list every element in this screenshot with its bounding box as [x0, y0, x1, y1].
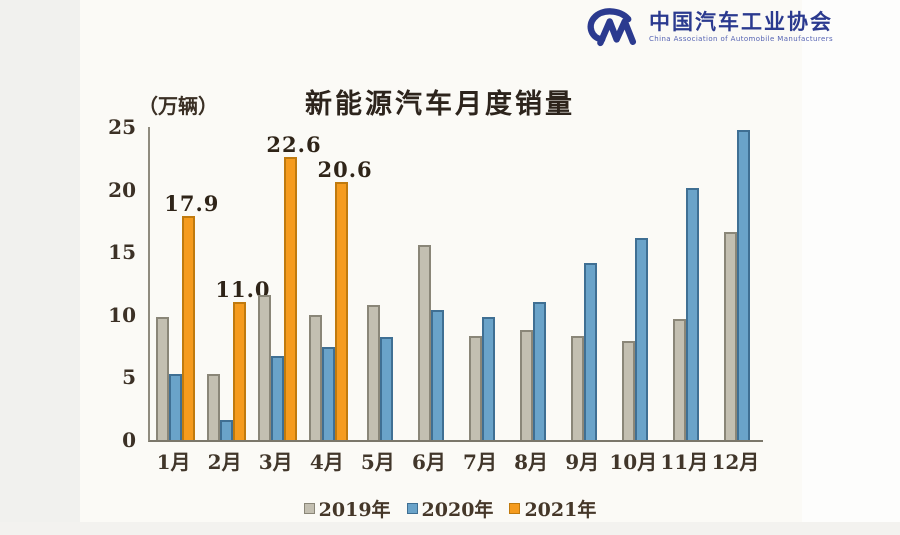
bar-2019年-7月 [469, 336, 482, 440]
bar-group-11 [661, 188, 712, 440]
legend-swatch [509, 503, 521, 514]
bar-2019年-10月 [622, 341, 636, 440]
x-axis-label-7: 7月 [463, 450, 497, 474]
bar-2019年-1月 [156, 317, 170, 440]
bar-2021年-4月: 20.6 [317, 157, 372, 440]
legend: 2019年 2020年 2021年 [0, 495, 900, 522]
y-tick-label-0: 0 [122, 428, 136, 452]
caam-logo-text: 中国汽车工业协会 China Association of Automobile… [649, 6, 833, 43]
background-strip-left [0, 0, 80, 535]
bar-2020年-9月 [584, 263, 598, 440]
bar-group-10 [610, 238, 661, 440]
x-axis-label-8: 8月 [514, 450, 549, 474]
x-axis-label-11: 11月 [660, 450, 709, 474]
legend-label: 2019年 [318, 499, 391, 521]
y-tick-label-25: 25 [108, 115, 136, 139]
x-axis-label-2: 2月 [207, 450, 242, 474]
bar-group-12 [712, 129, 763, 440]
bar-2020年-6月 [430, 309, 444, 440]
bar-2019年-12月 [724, 232, 738, 440]
bar-2020年-12月 [737, 129, 751, 440]
legend-item-2021年: 2021年 [509, 495, 596, 522]
y-tick-label-15: 15 [108, 240, 136, 265]
legend-swatch [406, 503, 418, 514]
bar-2020年-2月 [220, 419, 234, 440]
x-axis-label-6: 6月 [411, 450, 446, 474]
y-tick-label-20: 20 [108, 177, 136, 202]
bar-2020年-11月 [686, 188, 700, 440]
data-label-3月: 22.6 [266, 132, 322, 158]
bar-2020年-4月 [322, 347, 336, 440]
bar-group-7 [456, 317, 507, 440]
bar-2019年-11月 [673, 318, 687, 440]
bar-2019年-5月 [366, 304, 380, 440]
bar-2020年-5月 [379, 337, 393, 440]
legend-label: 2020年 [421, 499, 494, 521]
y-tick-label-10: 10 [108, 302, 136, 327]
x-axis-label-12: 12月 [711, 450, 760, 474]
bar-2020年-1月 [169, 373, 183, 440]
chart-title: 新能源汽车月度销量 [305, 89, 575, 120]
x-axis-label-1: 1月 [156, 450, 191, 474]
org-name-en: China Association of Automobile Manufact… [649, 35, 834, 44]
bar-2019年-4月 [309, 314, 323, 440]
legend-item-2020年: 2020年 [406, 495, 494, 522]
org-name-cn: 中国汽车工业协会 [649, 10, 833, 34]
plot-area: 17.9 11.0 22.6 20.6 [148, 127, 763, 442]
x-axis-labels: 1月 2月 3月 4月 5月 6月 7月 8月 9月 10月 11月 12月 [148, 446, 761, 475]
bar-group-1: 17.9 [150, 191, 218, 440]
bar-2020年-8月 [533, 302, 547, 440]
bar-2019年-9月 [571, 336, 585, 440]
bar-2019年-6月 [417, 244, 431, 440]
data-label-4月: 20.6 [317, 157, 373, 183]
y-tick-label-5: 5 [122, 365, 136, 390]
bars-row: 17.9 11.0 22.6 20.6 [150, 127, 763, 440]
bar-group-8 [508, 302, 559, 440]
bar-group-2: 11.0 [201, 277, 269, 440]
bar-2019年-2月 [207, 373, 221, 440]
caam-logo-icon [583, 6, 641, 56]
bar-2019年-3月 [258, 294, 272, 440]
bar-2020年-10月 [635, 238, 649, 440]
bar-2021年-3月: 22.6 [266, 132, 321, 440]
legend-swatch [303, 503, 315, 514]
data-label-1月: 17.9 [164, 190, 220, 216]
legend-item-2019年: 2019年 [303, 495, 391, 522]
bar-group-6 [405, 244, 456, 440]
bar-2019年-8月 [520, 329, 534, 440]
bar-2020年-7月 [482, 317, 495, 440]
bar-group-9 [559, 263, 610, 440]
bar-group-4: 20.6 [303, 157, 372, 440]
bar-group-5 [354, 304, 405, 440]
bar-2021年-1月: 17.9 [164, 191, 218, 440]
caam-logo: 中国汽车工业协会 China Association of Automobile… [583, 6, 833, 56]
x-axis-label-4: 4月 [309, 450, 344, 474]
x-axis-label-9: 9月 [565, 450, 600, 474]
x-axis-label-5: 5月 [360, 450, 395, 474]
x-axis-label-10: 10月 [609, 450, 658, 474]
background-strip-bottom [0, 522, 900, 535]
x-axis-label-3: 3月 [258, 450, 293, 474]
legend-label: 2021年 [524, 499, 597, 521]
bar-2020年-3月 [271, 356, 285, 440]
bar-group-3: 22.6 [252, 132, 321, 440]
y-axis-unit-label: （万辆） [138, 94, 218, 118]
y-axis-ticks: 0 5 10 15 20 25 [88, 115, 136, 452]
bar-2021年-2月: 11.0 [215, 277, 269, 440]
background-strip-right [802, 0, 900, 535]
